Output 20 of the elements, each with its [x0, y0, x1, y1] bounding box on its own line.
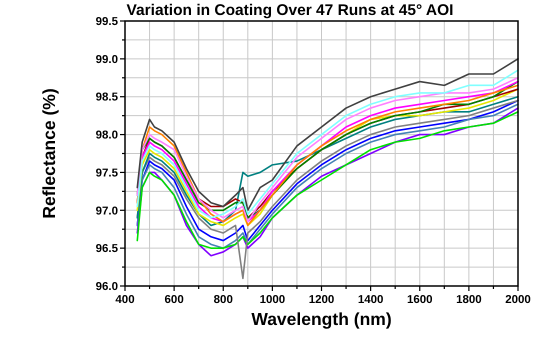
x-tick-label: 1600	[406, 294, 433, 306]
x-tick-label: 800	[214, 294, 233, 306]
x-tick-label: 2000	[505, 294, 531, 306]
y-tick-label: 98.5	[96, 92, 119, 104]
y-tick-label: 99.5	[96, 16, 119, 28]
x-tick-label: 400	[115, 294, 135, 306]
y-tick-label: 98.0	[96, 130, 118, 142]
chart-title: Variation in Coating Over 47 Runs at 45° AOI	[126, 2, 454, 19]
x-axis-title: Wavelength (nm)	[251, 309, 392, 329]
y-axis-title: Reflectance (%)	[39, 88, 59, 219]
y-tick-label: 99.0	[96, 54, 118, 66]
x-tick-label: 1400	[358, 294, 384, 306]
x-tick-label: 600	[164, 294, 184, 306]
y-tick-label: 97.0	[96, 205, 118, 218]
y-tick-label: 96.0	[96, 281, 118, 293]
x-tick-label: 1000	[260, 294, 286, 306]
x-tick-label: 1200	[308, 294, 334, 306]
x-tick-label: 1800	[456, 294, 482, 306]
y-tick-label: 96.5	[96, 243, 119, 256]
y-tick-label: 97.5	[96, 167, 119, 180]
